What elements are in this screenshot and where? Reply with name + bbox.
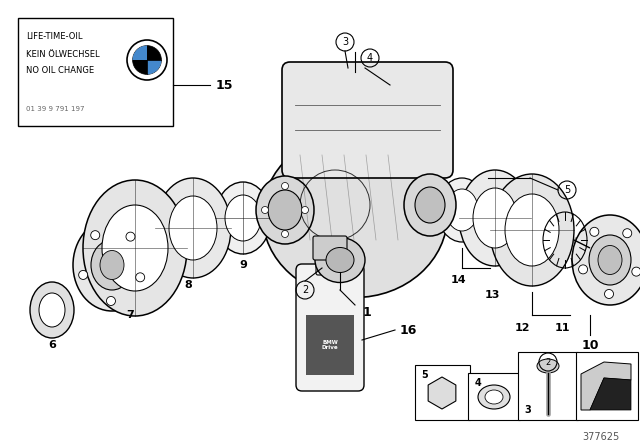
Ellipse shape: [473, 188, 517, 248]
Circle shape: [301, 207, 308, 214]
Circle shape: [632, 267, 640, 276]
Polygon shape: [581, 362, 631, 410]
Ellipse shape: [415, 187, 445, 223]
Text: 14: 14: [450, 275, 466, 285]
FancyBboxPatch shape: [296, 264, 364, 391]
Ellipse shape: [446, 189, 478, 231]
Circle shape: [262, 207, 269, 214]
Ellipse shape: [262, 133, 447, 297]
Ellipse shape: [598, 246, 622, 275]
Ellipse shape: [572, 215, 640, 305]
Text: 10: 10: [581, 339, 599, 352]
Ellipse shape: [268, 190, 302, 230]
Wedge shape: [147, 46, 161, 60]
Text: 4: 4: [367, 53, 373, 63]
Circle shape: [605, 289, 614, 298]
Ellipse shape: [169, 196, 217, 260]
Ellipse shape: [404, 174, 456, 236]
Polygon shape: [590, 378, 631, 410]
Bar: [415, 365, 470, 420]
FancyBboxPatch shape: [18, 18, 173, 126]
FancyBboxPatch shape: [282, 62, 453, 178]
Circle shape: [282, 182, 289, 190]
Circle shape: [136, 273, 145, 282]
Text: 2: 2: [545, 358, 550, 366]
Ellipse shape: [91, 240, 133, 290]
Text: 01 39 9 791 197: 01 39 9 791 197: [26, 106, 84, 112]
Ellipse shape: [459, 170, 531, 266]
Text: 5: 5: [422, 370, 428, 380]
Text: BMW
Drive: BMW Drive: [322, 340, 339, 350]
Bar: [468, 373, 520, 420]
FancyBboxPatch shape: [313, 236, 347, 260]
Text: 5: 5: [564, 185, 570, 195]
Text: 1: 1: [363, 306, 371, 319]
Circle shape: [590, 227, 599, 236]
Ellipse shape: [478, 385, 510, 409]
Bar: [576, 352, 638, 420]
Text: 2: 2: [302, 285, 308, 295]
Text: 16: 16: [399, 323, 417, 336]
Circle shape: [79, 271, 88, 280]
Ellipse shape: [505, 194, 559, 266]
Circle shape: [623, 229, 632, 238]
Circle shape: [282, 231, 289, 237]
Ellipse shape: [102, 205, 168, 291]
Ellipse shape: [73, 219, 151, 311]
Wedge shape: [132, 46, 147, 60]
Ellipse shape: [537, 359, 559, 373]
Ellipse shape: [485, 390, 503, 404]
Text: NO OIL CHANGE: NO OIL CHANGE: [26, 66, 94, 75]
Text: 4: 4: [475, 378, 481, 388]
Text: 9: 9: [239, 260, 247, 270]
Text: 13: 13: [484, 290, 500, 300]
Text: 11: 11: [554, 323, 570, 333]
Ellipse shape: [315, 237, 365, 283]
Ellipse shape: [215, 182, 271, 254]
Wedge shape: [147, 60, 161, 74]
Ellipse shape: [326, 247, 354, 272]
Circle shape: [579, 265, 588, 274]
Text: 3: 3: [525, 405, 531, 415]
Ellipse shape: [155, 178, 231, 278]
Circle shape: [91, 231, 100, 240]
Text: 8: 8: [184, 280, 192, 290]
Circle shape: [106, 297, 115, 306]
Text: LIFE-TIME-OIL: LIFE-TIME-OIL: [26, 32, 83, 41]
Ellipse shape: [39, 293, 65, 327]
Text: 15: 15: [215, 78, 233, 91]
Ellipse shape: [83, 180, 187, 316]
Bar: [518, 352, 578, 420]
Text: 377625: 377625: [583, 432, 620, 442]
Text: 6: 6: [48, 340, 56, 350]
Text: 3: 3: [342, 37, 348, 47]
FancyBboxPatch shape: [316, 253, 344, 275]
Text: 12: 12: [515, 323, 530, 333]
FancyBboxPatch shape: [306, 315, 354, 375]
Wedge shape: [132, 60, 147, 74]
Ellipse shape: [256, 176, 314, 244]
Text: 7: 7: [126, 310, 134, 320]
Ellipse shape: [30, 282, 74, 338]
Ellipse shape: [100, 250, 124, 280]
Ellipse shape: [437, 178, 487, 242]
Ellipse shape: [490, 174, 574, 286]
Ellipse shape: [225, 195, 261, 241]
Text: KEIN ÖLWECHSEL: KEIN ÖLWECHSEL: [26, 50, 100, 59]
Ellipse shape: [589, 235, 631, 285]
Circle shape: [126, 232, 135, 241]
